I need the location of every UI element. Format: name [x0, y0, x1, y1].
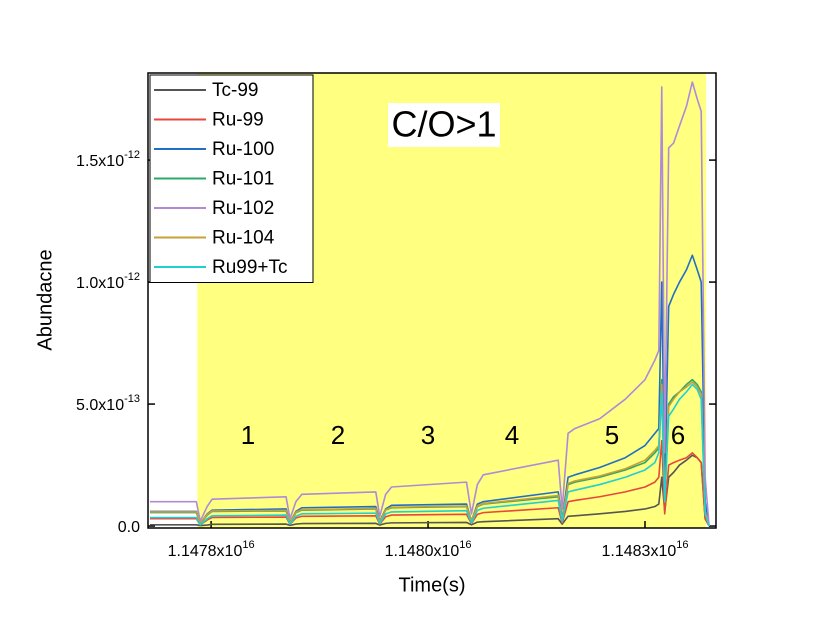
annotation: 1 — [241, 420, 255, 450]
legend-label: Ru-104 — [212, 228, 275, 249]
legend-label: Ru99+Tc — [212, 257, 288, 278]
y-tick-label-base: 1.5x10 — [76, 153, 124, 170]
legend-label: Ru-101 — [212, 169, 274, 190]
x-axis-title: Time(s) — [398, 574, 465, 596]
y-axis-title: Abundacne — [34, 249, 56, 350]
x-tick-label: 1.1478x1016 — [168, 539, 255, 560]
legend-label: Ru-99 — [212, 110, 264, 131]
annotation-background — [388, 103, 500, 147]
y-tick-label: 1.0x10-12 — [76, 271, 140, 292]
y-tick-label: 5.0x10-13 — [76, 393, 140, 414]
annotation: 6 — [671, 420, 685, 450]
x-tick-label-exponent: 16 — [676, 539, 688, 551]
plot-frame — [147, 72, 717, 529]
x-tick-label-base: 1.1480x10 — [385, 543, 460, 560]
annotation: C/O>1 — [391, 104, 496, 145]
legend-label: Ru-100 — [212, 139, 274, 160]
x-tick-label-exponent: 16 — [459, 539, 471, 551]
x-tick-label: 1.1480x1016 — [385, 539, 472, 560]
series-line — [149, 81, 710, 527]
y-tick-label: 0.0 — [118, 519, 140, 536]
series-line — [149, 454, 710, 527]
annotation: 4 — [505, 420, 519, 450]
y-tick-label-base: 0.0 — [118, 519, 140, 536]
annotation: 2 — [331, 420, 345, 450]
y-tick-label-exponent: -13 — [124, 393, 140, 405]
x-tick-label-exponent: 16 — [242, 539, 254, 551]
y-tick-label-exponent: -12 — [124, 271, 140, 283]
x-tick-label-base: 1.1478x10 — [168, 543, 243, 560]
y-tick-label-base: 5.0x10 — [76, 397, 124, 414]
annotation: 5 — [605, 420, 619, 450]
y-tick-label: 1.5x10-12 — [76, 149, 140, 170]
annotation: 3 — [421, 420, 435, 450]
y-tick-label-exponent: -12 — [124, 149, 140, 161]
series-line — [149, 383, 710, 527]
x-tick-label: 1.1483x1016 — [602, 539, 689, 560]
legend-label: Ru-102 — [212, 198, 274, 219]
y-tick-label-base: 1.0x10 — [76, 275, 124, 292]
x-tick-label-base: 1.1483x10 — [602, 543, 677, 560]
legend-label: Tc-99 — [212, 80, 258, 101]
